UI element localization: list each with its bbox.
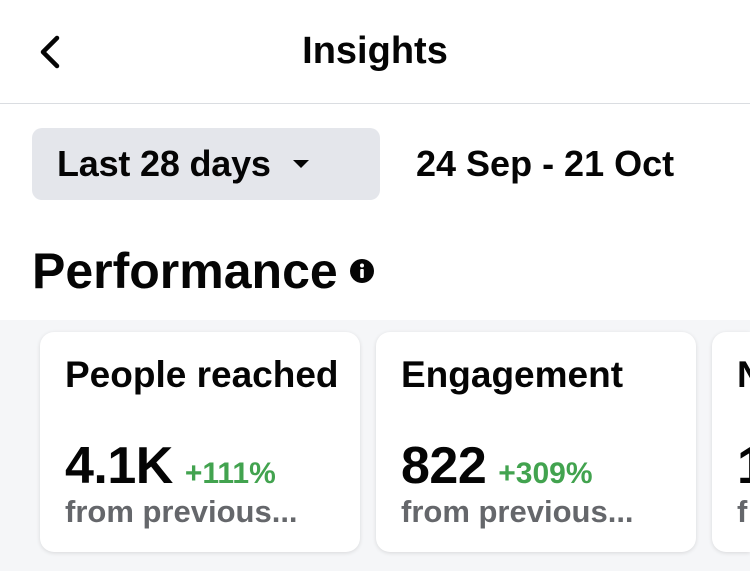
card-delta: +309% — [498, 457, 593, 490]
card-subtext: from previous... — [401, 494, 634, 529]
date-range-dropdown-label: Last 28 days — [57, 143, 271, 184]
app-header: Insights — [0, 0, 750, 104]
card-metric: 822 +309% — [401, 436, 593, 496]
info-icon[interactable] — [349, 259, 374, 283]
card-subtext: f — [737, 494, 748, 529]
card-value: 4.1K — [65, 437, 173, 495]
metric-card-partial[interactable]: N 1 f — [712, 332, 750, 552]
date-range-text: 24 Sep - 21 Oct — [416, 143, 675, 184]
performance-heading: Performance — [32, 240, 374, 302]
card-metric: 1 — [737, 436, 750, 496]
card-title: Engagement — [401, 354, 624, 395]
card-metric: 4.1K +111% — [65, 436, 276, 496]
card-title: N — [737, 352, 750, 398]
card-subtext: from previous... — [65, 494, 298, 529]
page-title: Insights — [302, 30, 448, 72]
back-button[interactable] — [26, 26, 74, 78]
metric-card-engagement[interactable]: Engagement 822 +309% from previous... — [376, 332, 696, 552]
card-delta: +111% — [184, 457, 276, 490]
caret-down-icon — [292, 160, 309, 168]
performance-title: Performance — [32, 243, 338, 299]
card-title: People reached — [65, 354, 339, 395]
chevron-left-icon — [40, 35, 60, 69]
date-range-dropdown[interactable]: Last 28 days — [32, 128, 380, 200]
card-value: 1 — [737, 436, 750, 496]
card-value: 822 — [401, 437, 487, 495]
metric-card-people-reached[interactable]: People reached 4.1K +111% from previous.… — [40, 332, 360, 552]
